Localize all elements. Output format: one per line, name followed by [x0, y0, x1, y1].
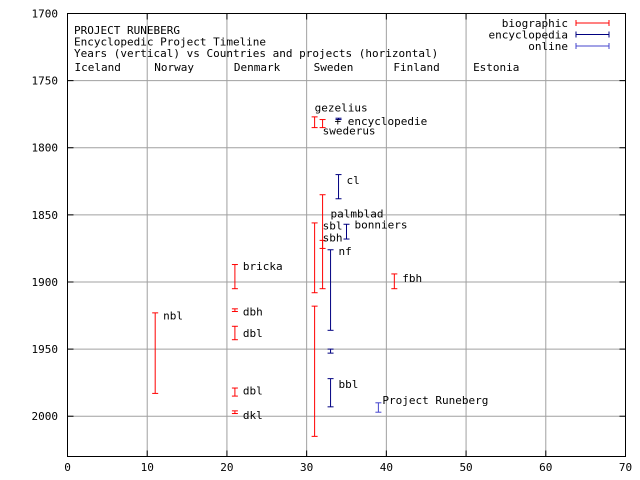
- y-tick-label: 1950: [32, 343, 59, 356]
- data-label: cl: [347, 174, 360, 187]
- country-header: Iceland: [75, 61, 121, 74]
- title-line: Years (vertical) vs Countries and projec…: [74, 47, 438, 60]
- error-bar: [343, 223, 350, 240]
- error-bar: [231, 325, 238, 341]
- error-bar: [327, 348, 334, 354]
- x-tick-label: 30: [300, 461, 313, 474]
- y-tick-label: 1900: [32, 276, 59, 289]
- country-headers: Iceland Norway Denmark Sweden Finland Estonia: [75, 61, 520, 74]
- x-tick-label: 10: [141, 461, 154, 474]
- data-label: Project Runeberg: [382, 394, 488, 407]
- data-label: gezelius: [315, 101, 368, 114]
- data-labels: nbl bricka dbh dbl dbl dkl gezelius+ encyclope…: [163, 101, 488, 421]
- country-header: Denmark: [234, 61, 281, 74]
- data-label: + encyclopedie: [335, 115, 428, 128]
- error-bar: [231, 387, 238, 397]
- error-bar: [231, 308, 238, 313]
- error-bar: [391, 273, 398, 290]
- data-label: bricka: [243, 260, 283, 273]
- error-bar: [311, 116, 318, 129]
- title-line: Encyclopedic Project Timeline: [74, 36, 266, 49]
- y-tick-label: 1850: [32, 209, 59, 222]
- data-label: dbl: [243, 385, 263, 398]
- axis-ticks: 0 10 20 30 40 50 60 70 1700 1750 1800 1850 1900 1950 2…: [32, 8, 633, 475]
- country-header: Finland: [393, 61, 439, 74]
- y-tick-label: 1800: [32, 142, 59, 155]
- title-line: PROJECT RUNEBERG: [74, 24, 180, 37]
- legend-entry: online: [528, 40, 610, 53]
- legend-label: online: [528, 40, 568, 53]
- error-bar: [319, 119, 326, 129]
- data-label: sbl: [323, 220, 343, 233]
- y-tick-label: 1750: [32, 75, 59, 88]
- error-bar: [231, 264, 238, 290]
- legend-entry: encyclopedia: [489, 29, 610, 42]
- error-bar: [152, 312, 159, 394]
- data-label: dkl: [243, 409, 263, 422]
- error-bar: [375, 402, 382, 413]
- error-bar: [327, 378, 334, 408]
- error-bar: [311, 222, 318, 294]
- x-tick-label: 20: [220, 461, 233, 474]
- grid-lines: [67, 13, 626, 457]
- error-bar: [335, 117, 342, 121]
- error-bar: [231, 410, 238, 415]
- data-label: bbl: [339, 378, 359, 391]
- legend-label: encyclopedia: [489, 29, 568, 42]
- x-tick-label: 50: [459, 461, 472, 474]
- y-tick-label: 1700: [32, 8, 59, 21]
- data-label: dbl: [243, 327, 263, 340]
- x-tick-label: 40: [380, 461, 393, 474]
- data-label: nbl: [163, 310, 183, 323]
- data-label: bonniers: [354, 218, 407, 231]
- data-label: palmblad: [331, 208, 384, 221]
- x-tick-label: 0: [64, 461, 71, 474]
- data-label: fbh: [402, 272, 422, 285]
- data-label: nf: [339, 245, 352, 258]
- country-header: Norway: [154, 61, 194, 74]
- error-bar: [319, 239, 326, 249]
- data-label: swederus: [323, 124, 376, 137]
- legend-label: biographic: [502, 17, 568, 30]
- country-header: Estonia: [473, 61, 519, 74]
- legend-entry: biographic: [502, 17, 610, 30]
- error-bars: [152, 116, 398, 437]
- data-label: sbh: [323, 232, 343, 245]
- x-tick-label: 60: [539, 461, 552, 474]
- error-bar: [335, 174, 342, 200]
- country-header: Sweden: [314, 61, 354, 74]
- data-label: dbh: [243, 306, 263, 319]
- x-tick-label: 70: [619, 461, 632, 474]
- error-bar: [327, 249, 334, 331]
- plot-border: [67, 13, 626, 457]
- error-bar: [311, 305, 318, 437]
- y-tick-label: 2000: [32, 410, 59, 423]
